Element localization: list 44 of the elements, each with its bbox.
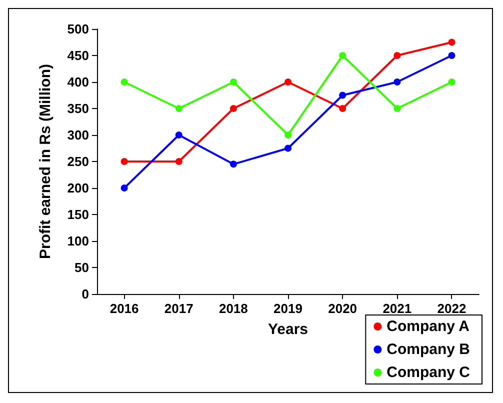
point [120,78,128,86]
y-axis-title: Profit earned in Rs (Million) [37,64,54,260]
point [339,52,346,59]
y-tick-label: 350 [67,101,89,116]
legend-label: Company A [386,318,470,335]
y-tick-label: 500 [67,22,89,36]
y-tick-label: 0 [82,286,89,302]
point [394,78,401,86]
point [339,92,346,99]
point [120,158,128,165]
point [120,184,128,192]
x-tick-label: 2021 [382,301,412,316]
point [284,132,292,138]
point [394,105,401,112]
point [175,132,182,138]
y-tick-label: 300 [67,128,89,142]
point [230,105,237,112]
point [175,105,182,112]
point [339,105,346,112]
point [448,52,456,59]
y-tick-label: 250 [67,154,89,169]
point [448,78,456,86]
x-tick-label: 2017 [164,301,194,316]
x-tick-label: 2018 [218,301,248,316]
y-tick-label: 150 [67,207,89,222]
point [175,158,182,165]
x-tick-label: 2020 [328,301,358,316]
y-tick-label: 100 [67,234,89,248]
y-tick-label: 200 [67,180,89,196]
point [230,78,237,86]
legend-label: Company B [386,341,470,358]
point [230,160,237,168]
x-tick-label: 2019 [274,301,302,316]
legend-label: Company C [386,364,470,381]
point [284,144,292,152]
point [448,38,456,46]
point [284,78,292,86]
y-tick-label: 400 [67,74,89,90]
y-tick-label: 50 [74,260,89,275]
x-tick-label: 2022 [437,301,466,316]
point [394,52,401,59]
y-tick-label: 450 [67,48,89,63]
x-axis-title: Years [268,321,308,338]
x-tick-label: 2016 [110,301,139,316]
